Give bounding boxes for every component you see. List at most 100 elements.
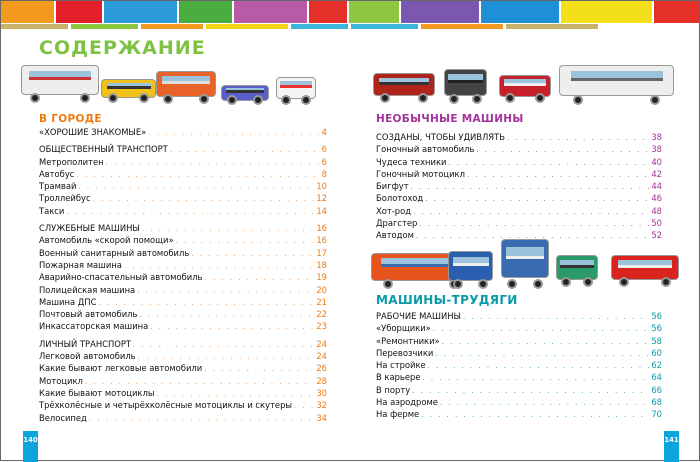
toc-entry[interactable]: СЛУЖЕБНЫЕ МАШИНЫ 16	[39, 222, 327, 234]
toc-entry[interactable]: Велосипед 34	[39, 412, 327, 424]
header-band	[654, 1, 699, 23]
toc-list-city: «ХОРОШИЕ ЗНАКОМЫЕ» 4 ОБЩЕСТВЕННЫЙ ТРАНСПОР…	[39, 126, 327, 424]
toc-entry-label: РАБОЧИЕ МАШИНЫ	[376, 311, 461, 321]
paver-image	[556, 255, 598, 287]
hot-rod-image	[373, 73, 435, 103]
swamp-vehicle-image	[444, 69, 487, 104]
toc-entry[interactable]: На стройке 62	[376, 359, 662, 371]
toc-entry-label: «Ремонтники»	[376, 335, 440, 346]
toc-entry-label: На аэродроме	[376, 397, 438, 408]
toc-entry[interactable]: «ХОРОШИЕ ЗНАКОМЫЕ» 4	[39, 126, 327, 138]
tractor-image	[448, 251, 493, 289]
toc-entry[interactable]: В порту 66	[376, 384, 662, 396]
toc-entry-label: Трамвай	[39, 181, 77, 192]
toc-entry[interactable]: «Ремонтники» 58	[376, 335, 662, 347]
dot-leader	[463, 311, 649, 323]
toc-entry-page: 20	[316, 284, 327, 295]
toc-entry-page: 12	[316, 193, 327, 204]
toc-entry-page: 66	[651, 384, 662, 395]
toc-entry-page: 50	[651, 218, 662, 229]
toc-entry[interactable]: Трёхколёсные и четырёхколёсные мотоциклы…	[39, 399, 327, 411]
header-band	[179, 1, 232, 23]
page-number-left: 140	[23, 431, 38, 462]
dot-leader	[421, 409, 649, 421]
toc-entry[interactable]: Пожарная машина 18	[39, 259, 327, 271]
toc-entry[interactable]: Трамвай 10	[39, 180, 327, 192]
toc-entry-label: Драгстер	[376, 218, 418, 229]
toc-entry[interactable]: Машина ДПС 21	[39, 296, 327, 308]
dot-leader	[476, 144, 649, 156]
toc-entry[interactable]: В карьере 64	[376, 371, 662, 383]
toc-entry[interactable]: На ферме 70	[376, 408, 662, 420]
toc-entry[interactable]: Метрополитен 6	[39, 156, 327, 168]
toc-entry[interactable]: Легковой автомобиль 24	[39, 350, 327, 362]
toc-entry-page: 23	[316, 321, 327, 332]
page-number-right: 141	[664, 431, 679, 462]
dot-leader	[76, 169, 319, 181]
toc-entry[interactable]: Бигфут 44	[376, 180, 662, 192]
toc-entry[interactable]: Полицейская машина 20	[39, 284, 327, 296]
dot-leader	[507, 132, 649, 144]
toc-entry[interactable]: Автобус 8	[39, 168, 327, 180]
toc-entry-label: Чудеса техники	[376, 156, 447, 167]
dot-leader	[467, 169, 649, 181]
toc-entry-page: 8	[321, 168, 327, 179]
dot-leader	[412, 385, 649, 397]
toc-entry-label: Бигфут	[376, 181, 409, 192]
toc-entry-page: 28	[316, 375, 327, 386]
toc-entry-label: Мотоцикл	[39, 375, 83, 386]
toc-entry-page: 16	[316, 235, 327, 246]
toc-entry-label: На стройке	[376, 360, 426, 371]
toc-entry-page: 30	[316, 387, 327, 398]
dot-leader	[150, 321, 314, 333]
taxi-image	[101, 79, 156, 103]
header-band	[561, 1, 652, 23]
header-strip	[1, 24, 68, 29]
dot-leader	[416, 230, 649, 242]
toc-entry-label: Трёхколёсные и четырёхколёсные мотоциклы…	[39, 400, 293, 411]
toc-entry-label: Троллейбус	[39, 193, 91, 204]
toc-entry-page: 16	[316, 223, 327, 234]
toc-entry-page: 26	[316, 363, 327, 374]
toc-entry[interactable]: Мотоцикл 28	[39, 375, 327, 387]
toc-entry[interactable]: На аэродроме 68	[376, 396, 662, 408]
toc-entry[interactable]: Троллейбус 12	[39, 192, 327, 204]
toc-entry[interactable]: РАБОЧИЕ МАШИНЫ 56	[376, 310, 662, 322]
toc-entry[interactable]: Какие бывают мотоциклы 30	[39, 387, 327, 399]
section-heading-unusual: НЕОБЫЧНЫЕ МАШИНЫ	[376, 113, 524, 125]
toc-entry[interactable]: Какие бывают легковые автомобили 26	[39, 362, 327, 374]
dot-leader	[170, 144, 320, 156]
toc-entry[interactable]: ЛИЧНЫЙ ТРАНСПОРТ 24	[39, 338, 327, 350]
toc-entry[interactable]: Гоночный автомобиль 38	[376, 143, 662, 155]
toc-entry[interactable]: Хот-род 48	[376, 205, 662, 217]
toc-entry[interactable]: Военный санитарный автомобиль 17	[39, 247, 327, 259]
toc-entry[interactable]: Инкассаторская машина 23	[39, 320, 327, 332]
dot-leader	[440, 397, 649, 409]
dot-leader	[176, 235, 315, 247]
toc-entry-label: Почтовый автомобиль	[39, 309, 138, 320]
toc-entry[interactable]: Автомобиль «скорой помощи» 16	[39, 234, 327, 246]
toc-entry[interactable]: Автодом 52	[376, 229, 662, 241]
dot-leader	[419, 218, 649, 230]
toc-entry[interactable]: Драгстер 50	[376, 217, 662, 229]
toc-entry[interactable]: Гоночный мотоцикл 42	[376, 168, 662, 180]
toc-entry[interactable]: Болотоход 46	[376, 192, 662, 204]
toc-entry[interactable]: ОБЩЕСТВЕННЫЙ ТРАНСПОРТ 6	[39, 143, 327, 155]
toc-entry[interactable]: Такси 14	[39, 205, 327, 217]
toc-entry-page: 24	[316, 338, 327, 349]
toc-entry-label: Гоночный мотоцикл	[376, 168, 465, 179]
toc-entry[interactable]: Перевозчики 60	[376, 347, 662, 359]
dot-leader	[139, 309, 314, 321]
toc-entry-page: 14	[316, 205, 327, 216]
toc-entry[interactable]: Чудеса техники 40	[376, 156, 662, 168]
toc-entry[interactable]: Аварийно-спасательный автомобиль 19	[39, 271, 327, 283]
dot-leader	[205, 272, 315, 284]
toc-entry[interactable]: СОЗДАНЫ, ЧТОБЫ УДИВЛЯТЬ 38	[376, 131, 662, 143]
toc-entry[interactable]: Почтовый автомобиль 22	[39, 308, 327, 320]
toc-entry[interactable]: «Уборщики» 56	[376, 322, 662, 334]
toc-entry-page: 21	[316, 296, 327, 307]
section-heading-city: В ГОРОДЕ	[39, 113, 102, 125]
toc-entry-page: 38	[651, 132, 662, 142]
toc-entry-label: На ферме	[376, 409, 420, 420]
toc-entry-label: Перевозчики	[376, 347, 434, 358]
